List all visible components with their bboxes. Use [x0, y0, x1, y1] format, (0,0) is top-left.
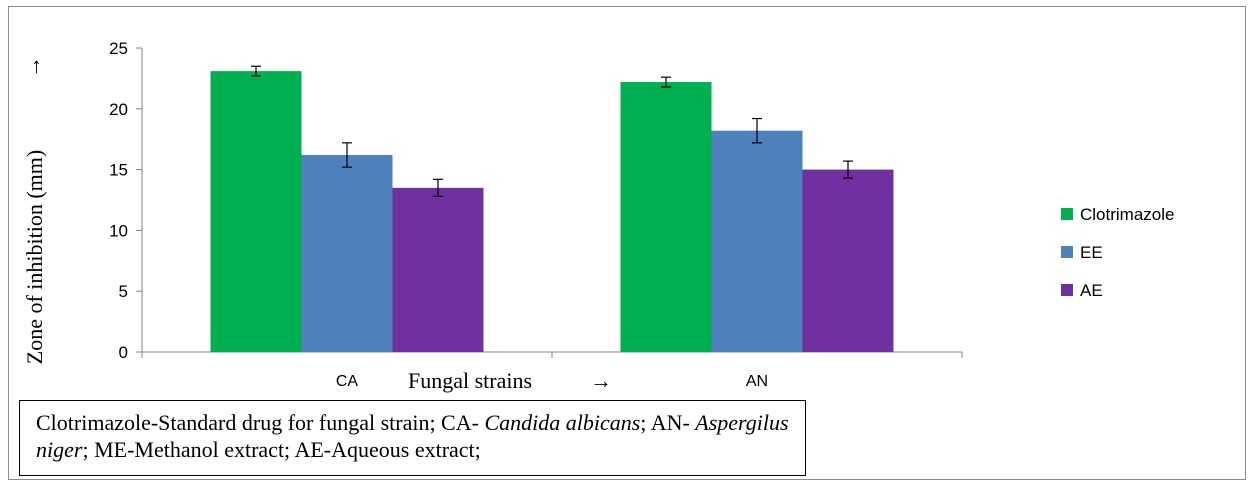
legend-swatch — [1061, 208, 1073, 220]
y-tick-labels: 0 5 10 15 20 25 — [109, 39, 128, 362]
abbreviation-note: Clotrimazole-Standard drug for fungal st… — [19, 400, 806, 476]
bar — [210, 71, 302, 352]
y-tick-label: 25 — [109, 39, 128, 58]
bar — [620, 82, 712, 352]
bar-marks — [210, 71, 894, 352]
y-tick-label: 20 — [109, 100, 128, 119]
y-tick-label: 0 — [119, 343, 128, 362]
bar — [802, 169, 894, 352]
note-aspergilus: Aspergilus — [695, 410, 789, 435]
category-label: AN — [746, 373, 768, 390]
note-text-1: Clotrimazole-Standard drug for fungal st… — [36, 410, 485, 435]
x-axis-label: Fungal strains — [408, 368, 532, 393]
bar — [392, 187, 484, 352]
error-bars — [251, 65, 853, 197]
legend-swatch — [1061, 284, 1073, 296]
legend-label: EE — [1080, 243, 1103, 262]
y-tick-label: 10 — [109, 221, 128, 240]
legend-label: AE — [1080, 281, 1103, 300]
legend: Clotrimazole EE AE — [1061, 205, 1174, 300]
category-labels: CA AN — [336, 373, 768, 390]
y-axis-arrow: → — [20, 56, 45, 78]
x-axis-arrow: → — [590, 368, 612, 393]
note-text-3: ; ME-Methanol extract; AE-Aqueous extrac… — [82, 437, 481, 462]
legend-swatch — [1061, 246, 1073, 258]
note-candida-albicans: Candida albicans — [484, 410, 641, 435]
y-tick-label: 5 — [119, 282, 128, 301]
bar — [301, 155, 393, 352]
bar — [711, 130, 803, 352]
note-text-2: ; AN- — [640, 410, 696, 435]
category-label: CA — [336, 373, 359, 390]
y-tick-label: 15 — [109, 161, 128, 180]
note-niger: niger — [36, 437, 83, 462]
y-axis-label: Zone of inhibition (mm) — [22, 150, 47, 364]
legend-label: Clotrimazole — [1080, 205, 1174, 224]
